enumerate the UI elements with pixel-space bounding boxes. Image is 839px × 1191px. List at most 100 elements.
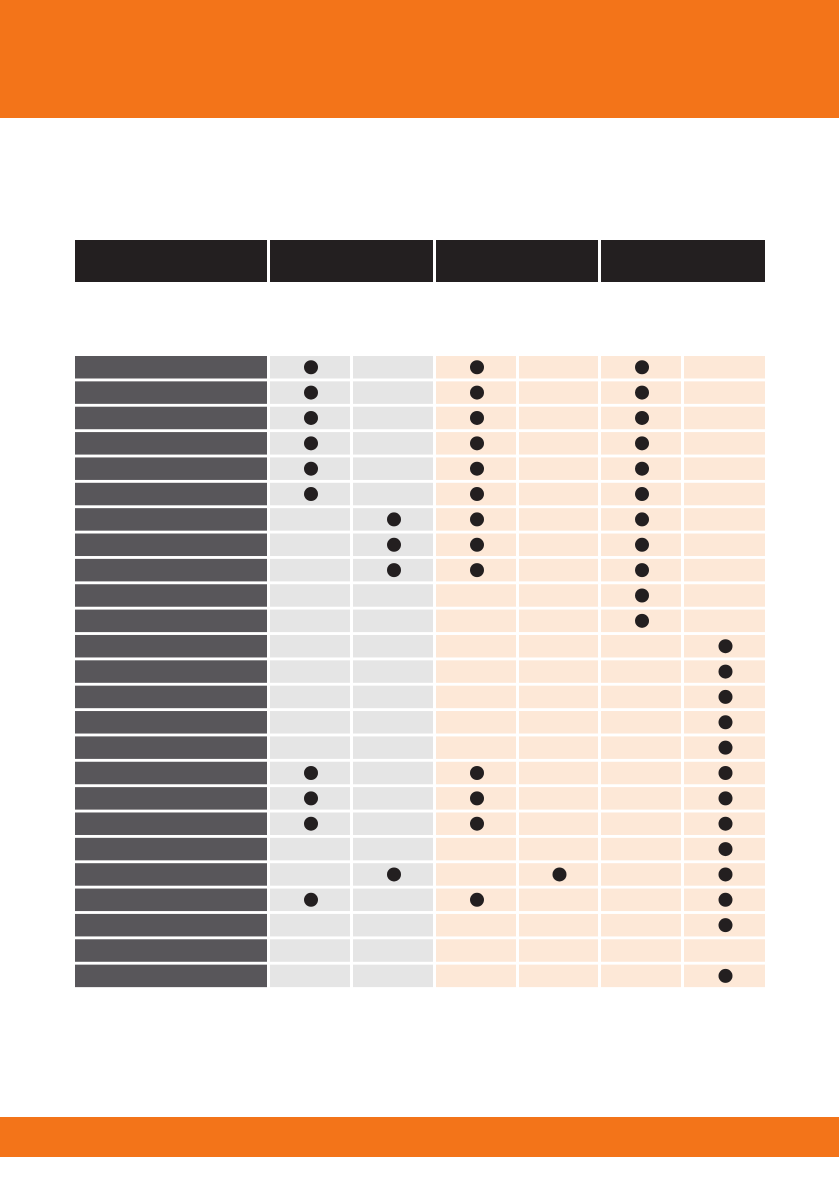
cell xyxy=(684,609,765,633)
dot xyxy=(470,385,484,400)
dot xyxy=(635,410,649,425)
cell xyxy=(519,356,598,379)
dot xyxy=(718,918,733,933)
dot xyxy=(718,639,733,654)
cell xyxy=(270,837,350,861)
row-label-cell xyxy=(75,432,267,455)
cell xyxy=(519,964,598,988)
dot xyxy=(470,563,484,578)
header-cell xyxy=(601,240,765,282)
row-label-cell xyxy=(75,634,267,658)
cell xyxy=(353,457,433,480)
dot xyxy=(304,385,318,400)
cell xyxy=(270,736,350,759)
row-label-cell xyxy=(75,812,267,835)
header-band xyxy=(0,0,839,118)
dot xyxy=(470,360,484,375)
dot xyxy=(304,892,318,907)
footer-band xyxy=(0,1117,839,1157)
dot xyxy=(718,664,733,679)
cell xyxy=(436,609,516,633)
cell xyxy=(601,964,681,988)
dot xyxy=(718,892,733,907)
cell xyxy=(353,609,433,633)
cell xyxy=(436,736,516,759)
cell xyxy=(684,356,765,379)
dot xyxy=(718,842,733,857)
table-header xyxy=(75,240,765,282)
row-label-cell xyxy=(75,711,267,734)
cell xyxy=(601,736,681,759)
cell xyxy=(270,634,350,658)
row-label-cell xyxy=(75,964,267,988)
row-label-cell xyxy=(75,508,267,531)
cell xyxy=(270,913,350,937)
dot xyxy=(304,766,318,781)
cell xyxy=(519,609,598,633)
cell xyxy=(353,381,433,404)
cell xyxy=(519,457,598,480)
dot xyxy=(718,715,733,730)
cell xyxy=(270,711,350,734)
cell xyxy=(436,964,516,988)
cell xyxy=(353,634,433,658)
row-label-cell xyxy=(75,356,267,379)
dot xyxy=(635,512,649,527)
dot xyxy=(304,487,318,502)
cell xyxy=(519,381,598,404)
cell xyxy=(353,812,433,835)
row-label-cell xyxy=(75,837,267,861)
dot xyxy=(304,791,318,806)
cell xyxy=(353,482,433,506)
cell xyxy=(270,558,350,582)
cell xyxy=(519,888,598,912)
cell xyxy=(519,634,598,658)
cell xyxy=(601,837,681,861)
table-body xyxy=(75,356,765,988)
dot xyxy=(718,740,733,755)
dot xyxy=(304,410,318,425)
cell xyxy=(519,660,598,683)
dot xyxy=(718,816,733,831)
cell xyxy=(436,711,516,734)
row-label-cell xyxy=(75,736,267,759)
cell xyxy=(270,508,350,531)
dot xyxy=(718,766,733,781)
cell xyxy=(270,609,350,633)
cell xyxy=(601,761,681,785)
cell xyxy=(601,660,681,683)
cell xyxy=(436,863,516,886)
row-label-cell xyxy=(75,609,267,633)
cell xyxy=(601,939,681,962)
cell xyxy=(519,736,598,759)
dot xyxy=(470,791,484,806)
cell xyxy=(353,432,433,455)
cell xyxy=(270,584,350,607)
dot xyxy=(470,436,484,451)
cell xyxy=(436,685,516,709)
dot xyxy=(470,816,484,831)
cell xyxy=(519,787,598,810)
cell xyxy=(436,584,516,607)
cell xyxy=(519,685,598,709)
header-cell xyxy=(436,240,598,282)
cell xyxy=(519,711,598,734)
dot xyxy=(304,816,318,831)
cell xyxy=(684,432,765,455)
dot xyxy=(635,461,649,476)
dot xyxy=(470,537,484,552)
row-label-cell xyxy=(75,888,267,912)
cell xyxy=(353,964,433,988)
dot xyxy=(470,512,484,527)
dot xyxy=(470,461,484,476)
cell xyxy=(519,508,598,531)
header-cell xyxy=(75,240,267,282)
row-label-cell xyxy=(75,660,267,683)
row-label-cell xyxy=(75,457,267,480)
dot xyxy=(635,613,649,628)
dot xyxy=(387,563,401,578)
cell xyxy=(353,913,433,937)
cell xyxy=(436,939,516,962)
cell xyxy=(436,837,516,861)
